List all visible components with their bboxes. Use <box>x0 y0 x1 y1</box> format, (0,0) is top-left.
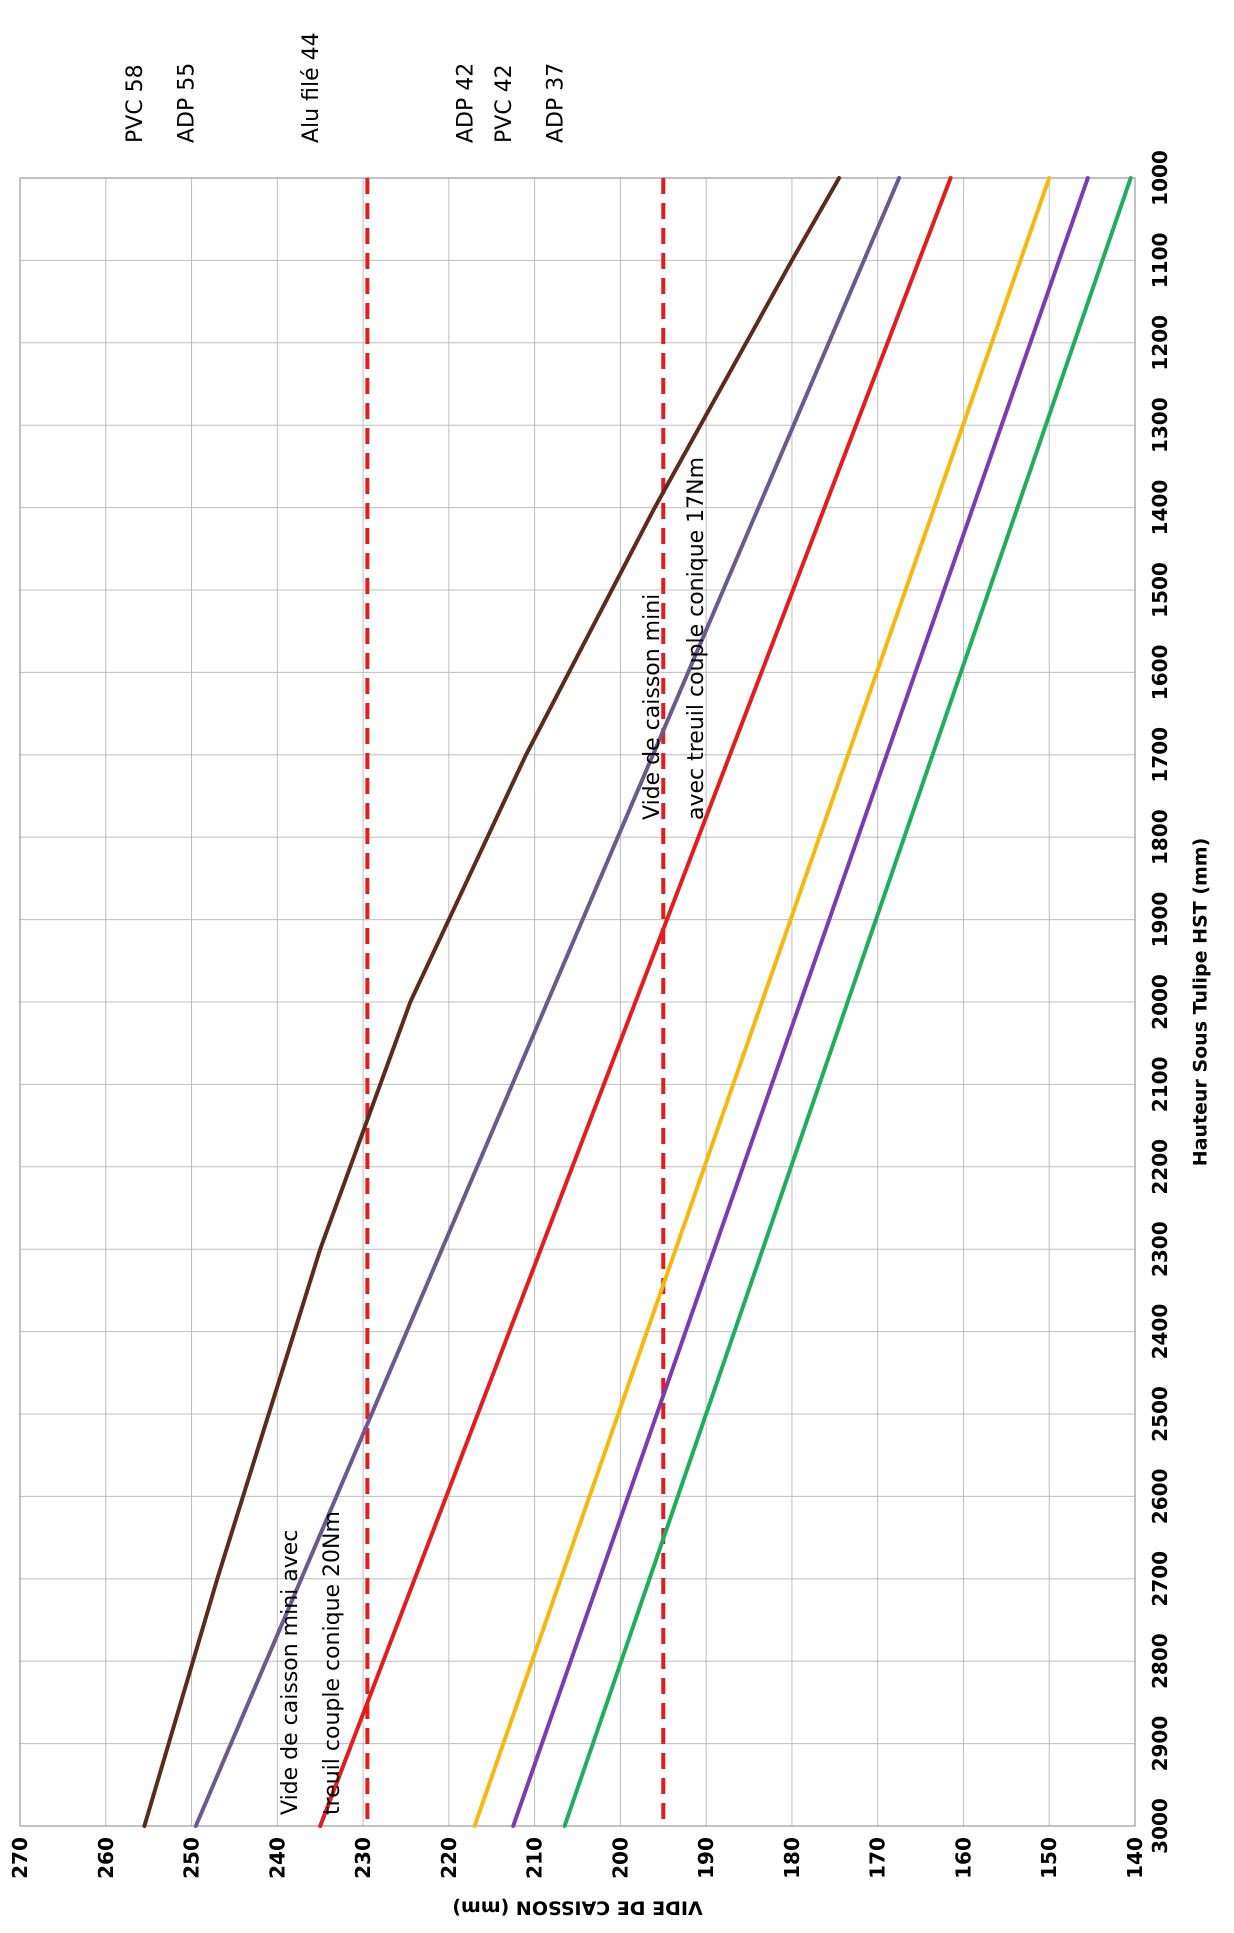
x-tick-label: 2100 <box>1148 1057 1172 1113</box>
series-name-label: ADP 37 <box>543 63 568 143</box>
x-tick-label: 2300 <box>1148 1221 1172 1277</box>
x-tick-label: 2400 <box>1148 1304 1172 1360</box>
y-tick-label: 150 <box>1037 1837 1061 1879</box>
series-name-label: PVC 42 <box>492 64 517 143</box>
x-tick-label: 2600 <box>1148 1469 1172 1525</box>
series-name-label: ADP 42 <box>453 63 478 143</box>
y-tick-label: 230 <box>351 1837 375 1879</box>
reference-annotation: treuil couple conique 20Nm <box>320 1511 345 1815</box>
x-tick-label: 2700 <box>1148 1551 1172 1607</box>
y-tick-label: 220 <box>437 1837 461 1879</box>
y-tick-label: 180 <box>780 1837 804 1879</box>
y-tick-label: 190 <box>694 1837 718 1879</box>
y-tick-label: 140 <box>1123 1837 1147 1879</box>
y-tick-label: 200 <box>608 1837 632 1879</box>
grid <box>19 177 1136 1827</box>
y-tick-label: 170 <box>866 1837 890 1879</box>
plot-border <box>19 177 1136 1827</box>
series-line <box>472 176 1052 1828</box>
series-name-label: Alu filé 44 <box>299 32 324 143</box>
x-tick-label: 1100 <box>1148 233 1172 289</box>
y-tick-label: 270 <box>8 1837 32 1879</box>
y-axis-title: VIDE DE CAISSON (mm) <box>452 1896 702 1918</box>
series-name-label: ADP 55 <box>175 63 200 143</box>
x-tick-label: 2000 <box>1148 974 1172 1030</box>
y-tick-label: 160 <box>951 1837 975 1879</box>
x-tick-label: 1200 <box>1148 315 1172 371</box>
tick-labels: 1000 1100 1200 1300 1400 1500 1600 1700 1800 1900… <box>8 150 1172 1879</box>
chart-labels: PVC 58 ADP 55 Alu filé 44 ADP 42 PVC 42 ADP 3… <box>123 32 1212 1918</box>
series-name-label: PVC 58 <box>123 64 148 143</box>
y-tick-label: 260 <box>94 1837 118 1879</box>
x-tick-label: 1800 <box>1148 809 1172 865</box>
x-tick-label: 3000 <box>1148 1798 1172 1854</box>
y-tick-label: 240 <box>265 1837 289 1879</box>
x-tick-label: 1500 <box>1148 562 1172 618</box>
x-tick-label: 2800 <box>1148 1633 1172 1689</box>
series-lines <box>142 176 1133 1828</box>
x-tick-label: 2900 <box>1148 1716 1172 1772</box>
reference-annotation: Vide de caisson mini avec <box>278 1530 303 1815</box>
y-tick-label: 250 <box>180 1837 204 1879</box>
x-tick-label: 1300 <box>1148 397 1172 453</box>
x-tick-label: 1400 <box>1148 480 1172 536</box>
reference-annotation: Vide de caisson mini <box>640 594 665 820</box>
series-line <box>511 176 1090 1828</box>
y-tick-label: 210 <box>523 1837 547 1879</box>
x-axis-title: Hauteur Sous Tulipe HST (mm) <box>1190 838 1212 1167</box>
x-tick-label: 1000 <box>1148 150 1172 206</box>
reference-annotation: avec treuil couple conique 17Nm <box>684 457 709 820</box>
series-line <box>562 176 1133 1828</box>
x-tick-label: 1700 <box>1148 727 1172 783</box>
series-line <box>142 176 842 1828</box>
x-tick-label: 1600 <box>1148 645 1172 701</box>
series-line <box>193 176 902 1828</box>
series-line <box>318 176 953 1828</box>
x-tick-label: 2200 <box>1148 1139 1172 1195</box>
x-tick-label: 1900 <box>1148 892 1172 948</box>
x-tick-label: 2500 <box>1148 1386 1172 1442</box>
